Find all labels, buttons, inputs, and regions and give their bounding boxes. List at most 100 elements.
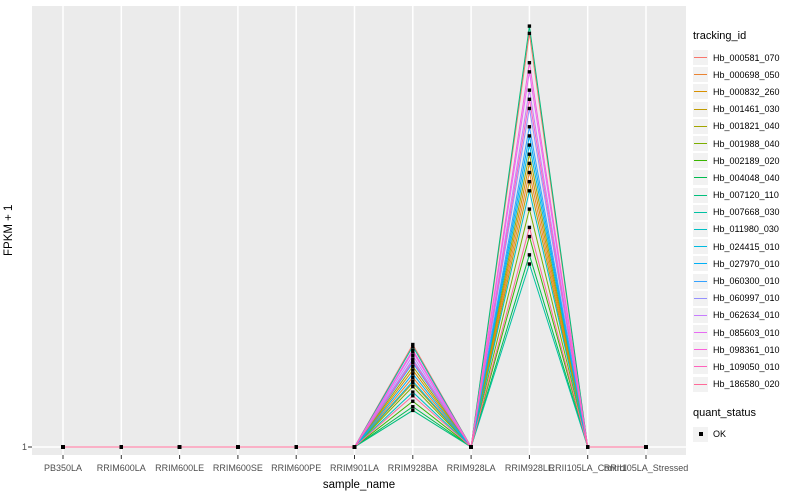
data-point bbox=[119, 445, 123, 449]
data-point bbox=[527, 31, 532, 36]
legend-key-line-icon bbox=[694, 57, 707, 59]
legend-key bbox=[693, 290, 708, 306]
legend-key-line-icon bbox=[694, 125, 707, 127]
legend-key bbox=[693, 325, 708, 341]
legend-key bbox=[693, 153, 708, 169]
legend-key-line-icon bbox=[694, 91, 707, 93]
legend-key-line-icon bbox=[694, 194, 707, 196]
data-point bbox=[352, 445, 357, 449]
legend-key bbox=[693, 307, 708, 323]
legend-item: Hb_000832_260 bbox=[693, 83, 799, 100]
legend-key-line-icon bbox=[694, 314, 707, 316]
legend-item: Hb_060997_010 bbox=[693, 290, 799, 307]
legend-key-line-icon bbox=[694, 297, 707, 299]
legend-key bbox=[693, 426, 708, 442]
x-tick-label: RRIM928BA bbox=[387, 463, 438, 473]
legend-key-line-icon bbox=[694, 366, 707, 368]
data-point bbox=[527, 152, 532, 156]
legend-item-label: Hb_060997_010 bbox=[713, 293, 780, 304]
data-point bbox=[411, 381, 415, 385]
legend-item-label: Hb_000698_050 bbox=[713, 69, 780, 80]
data-point bbox=[527, 143, 532, 147]
data-point bbox=[411, 405, 415, 409]
data-point bbox=[411, 375, 415, 380]
legend-key bbox=[693, 67, 708, 83]
data-point bbox=[527, 161, 532, 166]
data-point bbox=[294, 445, 298, 449]
legend-item-label: Hb_011980_030 bbox=[713, 224, 779, 235]
legend-item-label: Hb_007668_030 bbox=[713, 207, 780, 218]
legend-item: Hb_000698_050 bbox=[693, 66, 799, 83]
legend-item-label: Hb_000581_070 bbox=[713, 52, 780, 63]
legend-key-line-icon bbox=[694, 246, 707, 248]
legend-item: Hb_098361_010 bbox=[693, 341, 799, 358]
legend-item: Hb_109050_010 bbox=[693, 358, 799, 375]
legend-items: Hb_000581_070 Hb_000698_050 Hb_000832_260 H… bbox=[693, 49, 799, 393]
x-tick-label: RRIM928LA bbox=[446, 463, 496, 473]
data-point bbox=[527, 125, 532, 129]
legend-item: Hb_004048_040 bbox=[693, 169, 799, 186]
legend-item: Hb_007120_110 bbox=[693, 187, 799, 204]
legend-item: Hb_060300_010 bbox=[693, 272, 799, 289]
legend-item: Hb_186580_020 bbox=[693, 376, 799, 393]
legend: tracking_id Hb_000581_070 Hb_000698_050 Hb… bbox=[693, 30, 799, 443]
legend-key bbox=[693, 273, 708, 289]
legend-key-line-icon bbox=[694, 177, 707, 179]
legend-key-line-icon bbox=[694, 263, 707, 265]
y-axis-title: FPKM + 1 bbox=[3, 204, 15, 257]
legend-item-label: Hb_000832_260 bbox=[713, 86, 780, 97]
legend-item-label: Hb_004048_040 bbox=[713, 172, 780, 183]
data-point bbox=[411, 384, 415, 389]
legend-item-label: Hb_007120_110 bbox=[713, 190, 779, 201]
legend-key-line-icon bbox=[694, 108, 707, 110]
legend-key bbox=[693, 136, 708, 152]
data-point bbox=[527, 179, 532, 184]
data-point bbox=[527, 70, 532, 74]
data-point bbox=[527, 262, 532, 266]
data-point bbox=[236, 445, 240, 449]
legend-key-line-icon bbox=[694, 332, 707, 334]
legend-item: Hb_062634_010 bbox=[693, 307, 799, 324]
legend-item: Hb_007668_030 bbox=[693, 204, 799, 221]
legend-key bbox=[693, 204, 708, 220]
legend-item-label: Hb_186580_020 bbox=[713, 379, 780, 390]
legend-key-line-icon bbox=[694, 383, 707, 385]
x-tick-label: PB350LA bbox=[43, 463, 83, 473]
legend-item-label: Hb_062634_010 bbox=[713, 310, 780, 321]
data-point bbox=[586, 445, 590, 449]
legend-key-line-icon bbox=[694, 228, 707, 230]
legend-key bbox=[693, 359, 708, 375]
legend-item-label: Hb_024415_010 bbox=[713, 241, 780, 252]
x-tick-label: RRIM928LE bbox=[504, 463, 554, 473]
data-point bbox=[411, 342, 415, 347]
data-point bbox=[411, 372, 415, 376]
y-tick-label: 1 bbox=[21, 442, 27, 452]
data-point bbox=[411, 361, 415, 365]
data-point bbox=[527, 234, 532, 239]
legend-key bbox=[693, 118, 708, 134]
data-point bbox=[527, 24, 532, 28]
legend-key bbox=[693, 187, 708, 203]
legend-key bbox=[693, 84, 708, 100]
legend-item-label: Hb_109050_010 bbox=[713, 361, 780, 372]
data-point bbox=[527, 225, 532, 230]
legend-item: Hb_002189_020 bbox=[693, 152, 799, 169]
x-tick-label: RRIM600PE bbox=[271, 463, 322, 473]
quant-status-block: quant_status OK bbox=[693, 407, 799, 443]
data-point bbox=[527, 134, 532, 138]
data-point bbox=[61, 445, 65, 449]
data-point bbox=[527, 97, 532, 101]
legend-item-label: Hb_027970_010 bbox=[713, 258, 780, 269]
legend-key bbox=[693, 256, 708, 272]
x-tick-label: RRIM600LA bbox=[96, 463, 146, 473]
data-point bbox=[527, 61, 532, 65]
legend-key bbox=[693, 50, 708, 66]
legend-item-label: OK bbox=[713, 429, 727, 440]
legend-key-line-icon bbox=[694, 211, 707, 213]
data-point bbox=[411, 379, 415, 383]
data-point bbox=[527, 88, 532, 92]
data-point bbox=[527, 106, 532, 111]
legend-key bbox=[693, 170, 708, 186]
legend-item: Hb_027970_010 bbox=[693, 255, 799, 272]
data-point bbox=[411, 357, 415, 361]
